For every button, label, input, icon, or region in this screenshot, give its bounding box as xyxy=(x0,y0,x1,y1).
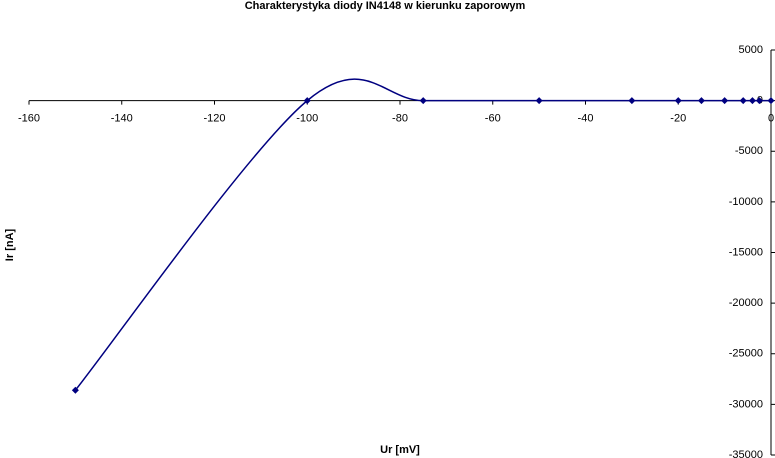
series-line xyxy=(74,78,771,391)
x-tick-label: 0 xyxy=(768,113,774,125)
y-tick-label: -25000 xyxy=(729,348,763,360)
marker xyxy=(303,97,311,105)
x-tick-label: -40 xyxy=(578,113,594,125)
x-tick-label: -120 xyxy=(203,113,225,125)
chart-title: Charakterystyka diody IN4148 w kierunku … xyxy=(245,0,526,12)
x-axis-label: Ur [mV] xyxy=(380,444,420,456)
y-tick-label: -5000 xyxy=(735,145,763,157)
marker xyxy=(739,97,747,105)
x-tick-label: -60 xyxy=(485,113,501,125)
marker xyxy=(674,97,682,105)
marker xyxy=(535,97,543,105)
x-tick-label: -100 xyxy=(296,113,318,125)
x-tick-label: -140 xyxy=(111,113,133,125)
x-tick-label: -80 xyxy=(392,113,408,125)
marker xyxy=(755,97,763,105)
y-tick-label: -35000 xyxy=(729,449,763,458)
x-tick-label: -160 xyxy=(18,113,40,125)
marker xyxy=(628,97,636,105)
marker xyxy=(748,97,756,105)
marker xyxy=(71,386,79,394)
y-tick-label: 5000 xyxy=(739,44,763,56)
marker xyxy=(419,97,427,105)
y-tick-label: -15000 xyxy=(729,246,763,258)
y-tick-label: -10000 xyxy=(729,196,763,208)
y-tick-label: -20000 xyxy=(729,297,763,309)
marker xyxy=(767,97,775,105)
y-tick-label: -30000 xyxy=(729,398,763,410)
y-axis-label: Ir [nA] xyxy=(4,228,16,261)
marker xyxy=(697,97,705,105)
marker xyxy=(721,97,729,105)
x-tick-label: -20 xyxy=(670,113,686,125)
